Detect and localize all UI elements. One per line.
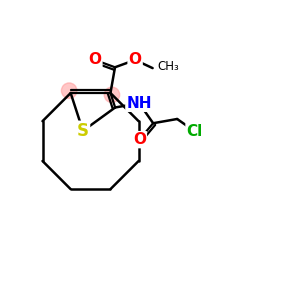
Text: NH: NH xyxy=(126,96,152,111)
Text: CH₃: CH₃ xyxy=(157,60,179,74)
Text: S: S xyxy=(77,122,89,140)
Text: O: O xyxy=(129,52,142,68)
Text: O: O xyxy=(88,52,101,68)
Text: O: O xyxy=(133,132,146,147)
Circle shape xyxy=(104,87,120,103)
Text: Cl: Cl xyxy=(187,124,203,139)
Circle shape xyxy=(61,83,77,98)
